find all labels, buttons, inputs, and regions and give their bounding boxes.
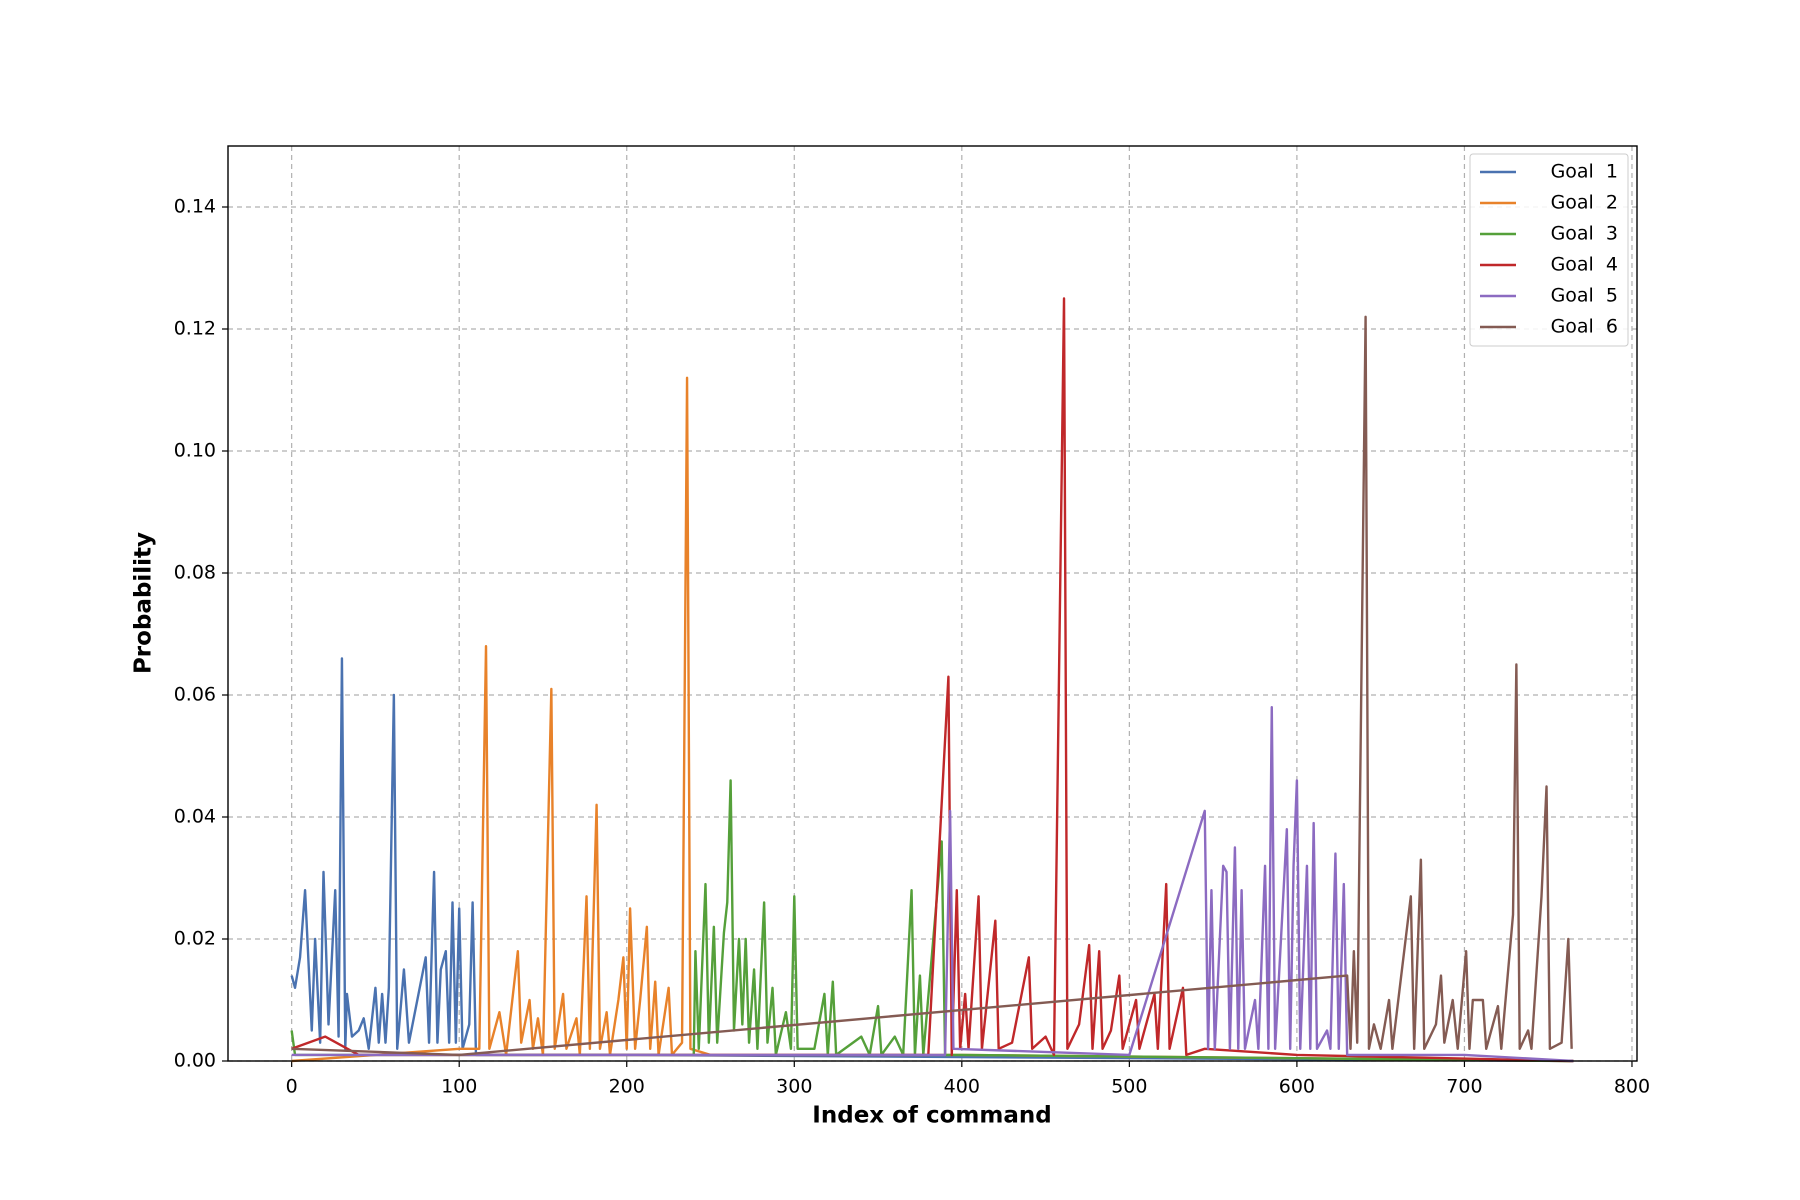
legend-label: Goal 2	[1551, 192, 1618, 214]
x-tick-label: 400	[944, 1076, 980, 1098]
series-line	[290, 779, 1574, 1063]
legend-label: Goal 1	[1551, 161, 1618, 183]
y-tick-label: 0.02	[174, 928, 216, 950]
series-line	[291, 297, 1574, 1063]
y-tick-label: 0.12	[174, 318, 216, 340]
series-line	[290, 657, 1574, 1063]
x-tick-label: 200	[609, 1076, 645, 1098]
series-line	[291, 376, 1574, 1063]
y-axis-label: Probability	[131, 532, 157, 674]
y-tick-label: 0.14	[174, 196, 216, 218]
y-tick-label: 0.08	[174, 562, 216, 584]
x-tick-label: 300	[776, 1076, 812, 1098]
x-tick-label: 500	[1111, 1076, 1147, 1098]
y-tick-label: 0.10	[174, 440, 216, 462]
x-tick-label: 700	[1446, 1076, 1482, 1098]
legend-label: Goal 4	[1551, 254, 1618, 276]
y-tick-label: 0.00	[174, 1050, 216, 1072]
x-tick-label: 600	[1279, 1076, 1315, 1098]
legend-label: Goal 3	[1551, 223, 1618, 245]
y-tick-label: 0.04	[174, 806, 216, 828]
y-tick-label: 0.06	[174, 684, 216, 706]
series-line	[291, 315, 1573, 1057]
x-tick-label: 800	[1614, 1076, 1650, 1098]
legend-label: Goal 5	[1551, 285, 1618, 307]
legend-label: Goal 6	[1551, 316, 1618, 338]
x-tick-label: 0	[286, 1076, 298, 1098]
x-tick-label: 100	[441, 1076, 477, 1098]
x-axis-label: Index of command	[812, 1103, 1051, 1129]
plot-frame	[227, 145, 1638, 1062]
series-line	[291, 706, 1574, 1063]
